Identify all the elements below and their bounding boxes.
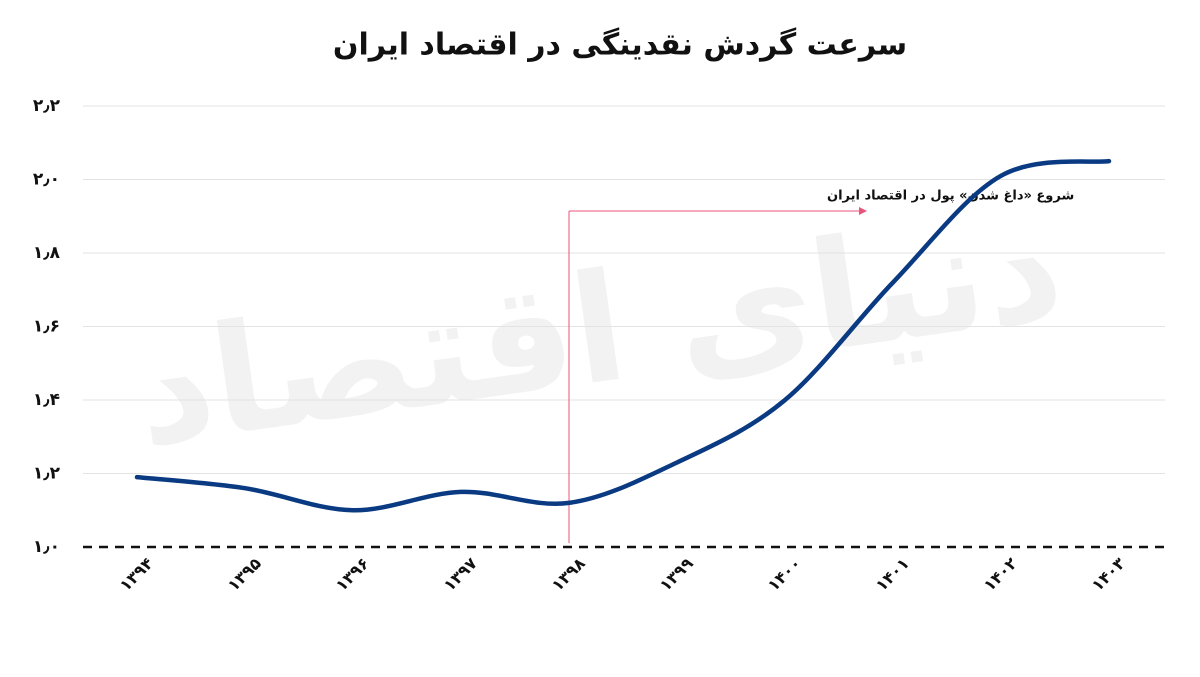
x-tick-label: ۱۳۹۶ <box>332 554 373 595</box>
y-tick-label: ۲٫۰ <box>33 170 60 190</box>
y-tick-label: ۱٫۸ <box>33 243 61 263</box>
x-tick-label: ۱۴۰۳ <box>1088 554 1129 595</box>
watermark: دنیای اقتصاد <box>125 179 1073 481</box>
x-tick-label: ۱۳۹۵ <box>224 554 265 595</box>
y-tick-label: ۱٫۰ <box>33 537 60 557</box>
y-tick-label: ۱٫۲ <box>33 464 61 484</box>
x-tick-label: ۱۴۰۲ <box>980 554 1021 595</box>
x-tick-label: ۱۳۹۹ <box>656 554 697 595</box>
chart-title: سرعت گردش نقدینگی در اقتصاد ایران <box>333 27 907 63</box>
y-tick-label: ۱٫۴ <box>33 390 60 410</box>
x-tick-label: ۱۳۹۷ <box>440 554 481 595</box>
y-tick-label: ۱٫۶ <box>33 317 60 337</box>
annotation: شروع «داغ شدن» پول در اقتصاد ایران <box>827 189 1074 204</box>
x-tick-label: ۱۳۹۴ <box>116 554 157 595</box>
arrow-head <box>859 207 867 215</box>
x-tick-label: ۱۴۰۱ <box>872 554 913 595</box>
x-tick-label: ۱۳۹۸ <box>548 554 589 595</box>
x-tick-label: ۱۴۰۰ <box>764 554 805 595</box>
y-tick-label: ۲٫۲ <box>33 96 61 116</box>
line <box>134 158 1112 513</box>
